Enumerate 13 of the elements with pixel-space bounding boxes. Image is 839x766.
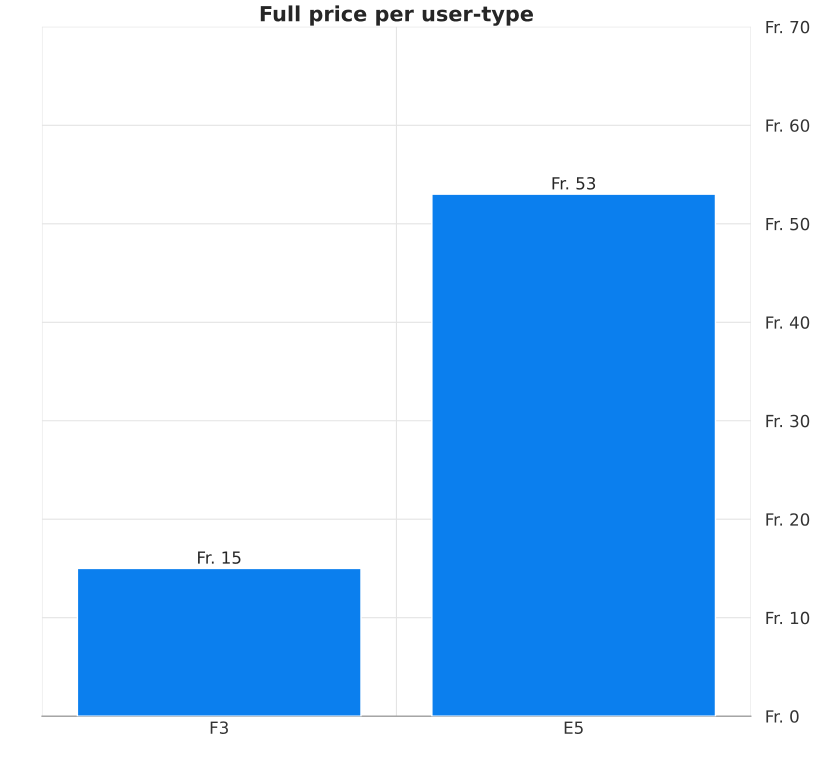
y-tick-label: Fr. 70 [766, 20, 810, 34]
data-label: Fr. 15 [198, 551, 240, 564]
y-tick-label: Fr. 10 [766, 612, 810, 624]
data-label: Fr. 53 [552, 177, 596, 190]
y-tick-label: Fr. 60 [766, 119, 810, 132]
x-tick-label: E5 [564, 722, 583, 734]
y-tick-label: Fr. 0 [766, 710, 799, 723]
y-tick-label: Fr. 50 [766, 218, 810, 230]
y-tick-label: Fr. 40 [766, 316, 810, 329]
x-tick-label: F3 [210, 721, 228, 734]
y-tick-label: Fr. 30 [766, 414, 810, 428]
chart-title: Full price per user-type [260, 5, 533, 26]
y-tick-label: Fr. 20 [766, 513, 810, 526]
